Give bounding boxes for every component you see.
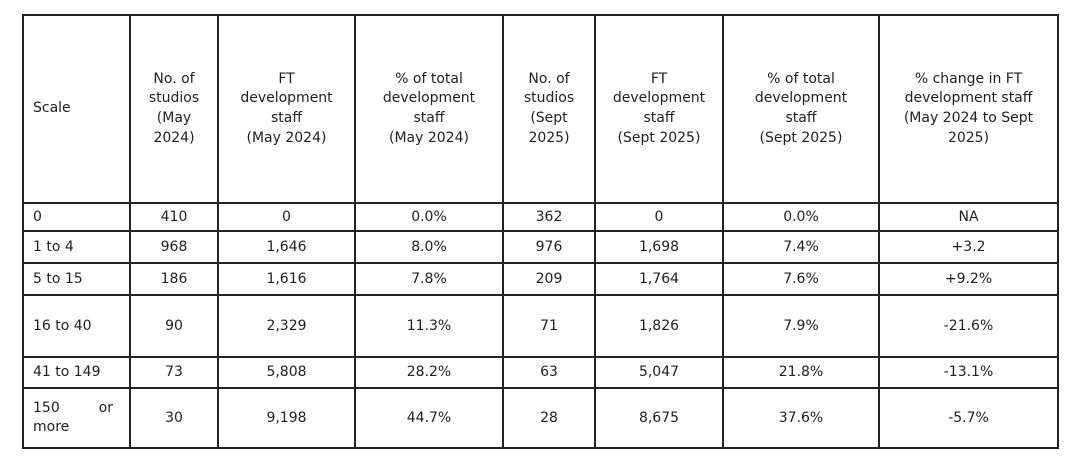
cell-pct-total-may: 7.8% (354, 262, 504, 296)
cell-scale: 16 to 40 (22, 294, 131, 358)
cell-scale: 150 or more (22, 387, 131, 449)
table-row: 1 to 4 968 1,646 8.0% 976 1,698 7.4% +3.… (22, 230, 1059, 264)
cell-scale: 5 to 15 (22, 262, 131, 296)
header-studios-may-2024: No. of studios (May 2024) (129, 14, 219, 204)
cell-pct-total-sept: 7.9% (722, 294, 880, 358)
cell-studios-may: 73 (129, 356, 219, 389)
cell-pct-change: +3.2 (878, 230, 1059, 264)
cell-pct-total-may: 8.0% (354, 230, 504, 264)
header-ft-staff-may-2024: FT development staff (May 2024) (217, 14, 356, 204)
cell-pct-total-may: 28.2% (354, 356, 504, 389)
cell-studios-sept: 209 (502, 262, 596, 296)
cell-pct-total-sept: 7.6% (722, 262, 880, 296)
cell-ft-staff-may: 1,616 (217, 262, 356, 296)
cell-ft-staff-sept: 0 (594, 202, 724, 232)
cell-pct-total-sept: 37.6% (722, 387, 880, 449)
header-studios-sept-2025: No. of studios (Sept 2025) (502, 14, 596, 204)
page: Scale No. of studios (May 2024) FT devel… (22, 14, 1059, 449)
header-pct-change-ft-staff: % change in FT development staff (May 20… (878, 14, 1059, 204)
table-row: 5 to 15 186 1,616 7.8% 209 1,764 7.6% +9… (22, 262, 1059, 296)
cell-studios-sept: 63 (502, 356, 596, 389)
cell-ft-staff-may: 0 (217, 202, 356, 232)
cell-studios-sept: 28 (502, 387, 596, 449)
header-ft-staff-sept-2025: FT development staff (Sept 2025) (594, 14, 724, 204)
cell-pct-total-may: 11.3% (354, 294, 504, 358)
scale-label: 16 to 40 (33, 317, 92, 334)
scale-label: 5 to 15 (33, 270, 83, 287)
cell-pct-change: +9.2% (878, 262, 1059, 296)
table-row: 0 410 0 0.0% 362 0 0.0% NA (22, 202, 1059, 232)
cell-pct-change: -21.6% (878, 294, 1059, 358)
table-row: 16 to 40 90 2,329 11.3% 71 1,826 7.9% -2… (22, 294, 1059, 358)
cell-pct-total-sept: 7.4% (722, 230, 880, 264)
cell-pct-total-sept: 21.8% (722, 356, 880, 389)
cell-studios-sept: 362 (502, 202, 596, 232)
cell-pct-change: -13.1% (878, 356, 1059, 389)
scale-label: 150 or more (33, 400, 113, 435)
header-scale: Scale (22, 14, 131, 204)
cell-ft-staff-may: 9,198 (217, 387, 356, 449)
cell-ft-staff-may: 2,329 (217, 294, 356, 358)
cell-ft-staff-sept: 1,698 (594, 230, 724, 264)
cell-ft-staff-may: 1,646 (217, 230, 356, 264)
scale-label: 1 to 4 (33, 238, 74, 255)
cell-studios-sept: 71 (502, 294, 596, 358)
cell-studios-may: 410 (129, 202, 219, 232)
table-header: Scale No. of studios (May 2024) FT devel… (22, 14, 1059, 204)
cell-ft-staff-sept: 8,675 (594, 387, 724, 449)
scale-label: 41 to 149 (33, 364, 101, 381)
cell-studios-may: 90 (129, 294, 219, 358)
scale-label: 0 (33, 208, 42, 225)
cell-scale: 1 to 4 (22, 230, 131, 264)
table-row: 150 or more 30 9,198 44.7% 28 8,675 37.6… (22, 387, 1059, 449)
cell-studios-may: 186 (129, 262, 219, 296)
cell-pct-total-may: 0.0% (354, 202, 504, 232)
cell-pct-change: -5.7% (878, 387, 1059, 449)
cell-pct-total-sept: 0.0% (722, 202, 880, 232)
cell-studios-sept: 976 (502, 230, 596, 264)
studios-development-staff-table: Scale No. of studios (May 2024) FT devel… (22, 14, 1059, 449)
cell-pct-total-may: 44.7% (354, 387, 504, 449)
cell-studios-may: 30 (129, 387, 219, 449)
header-pct-total-sept-2025: % of total development staff (Sept 2025) (722, 14, 880, 204)
header-pct-total-may-2024: % of total development staff (May 2024) (354, 14, 504, 204)
cell-pct-change: NA (878, 202, 1059, 232)
cell-ft-staff-sept: 1,826 (594, 294, 724, 358)
cell-scale: 41 to 149 (22, 356, 131, 389)
cell-ft-staff-sept: 5,047 (594, 356, 724, 389)
cell-ft-staff-sept: 1,764 (594, 262, 724, 296)
table-row: 41 to 149 73 5,808 28.2% 63 5,047 21.8% … (22, 356, 1059, 389)
cell-studios-may: 968 (129, 230, 219, 264)
table-body: 0 410 0 0.0% 362 0 0.0% NA 1 to 4 968 1,… (22, 202, 1059, 449)
cell-scale: 0 (22, 202, 131, 232)
cell-ft-staff-may: 5,808 (217, 356, 356, 389)
header-row: Scale No. of studios (May 2024) FT devel… (22, 14, 1059, 204)
